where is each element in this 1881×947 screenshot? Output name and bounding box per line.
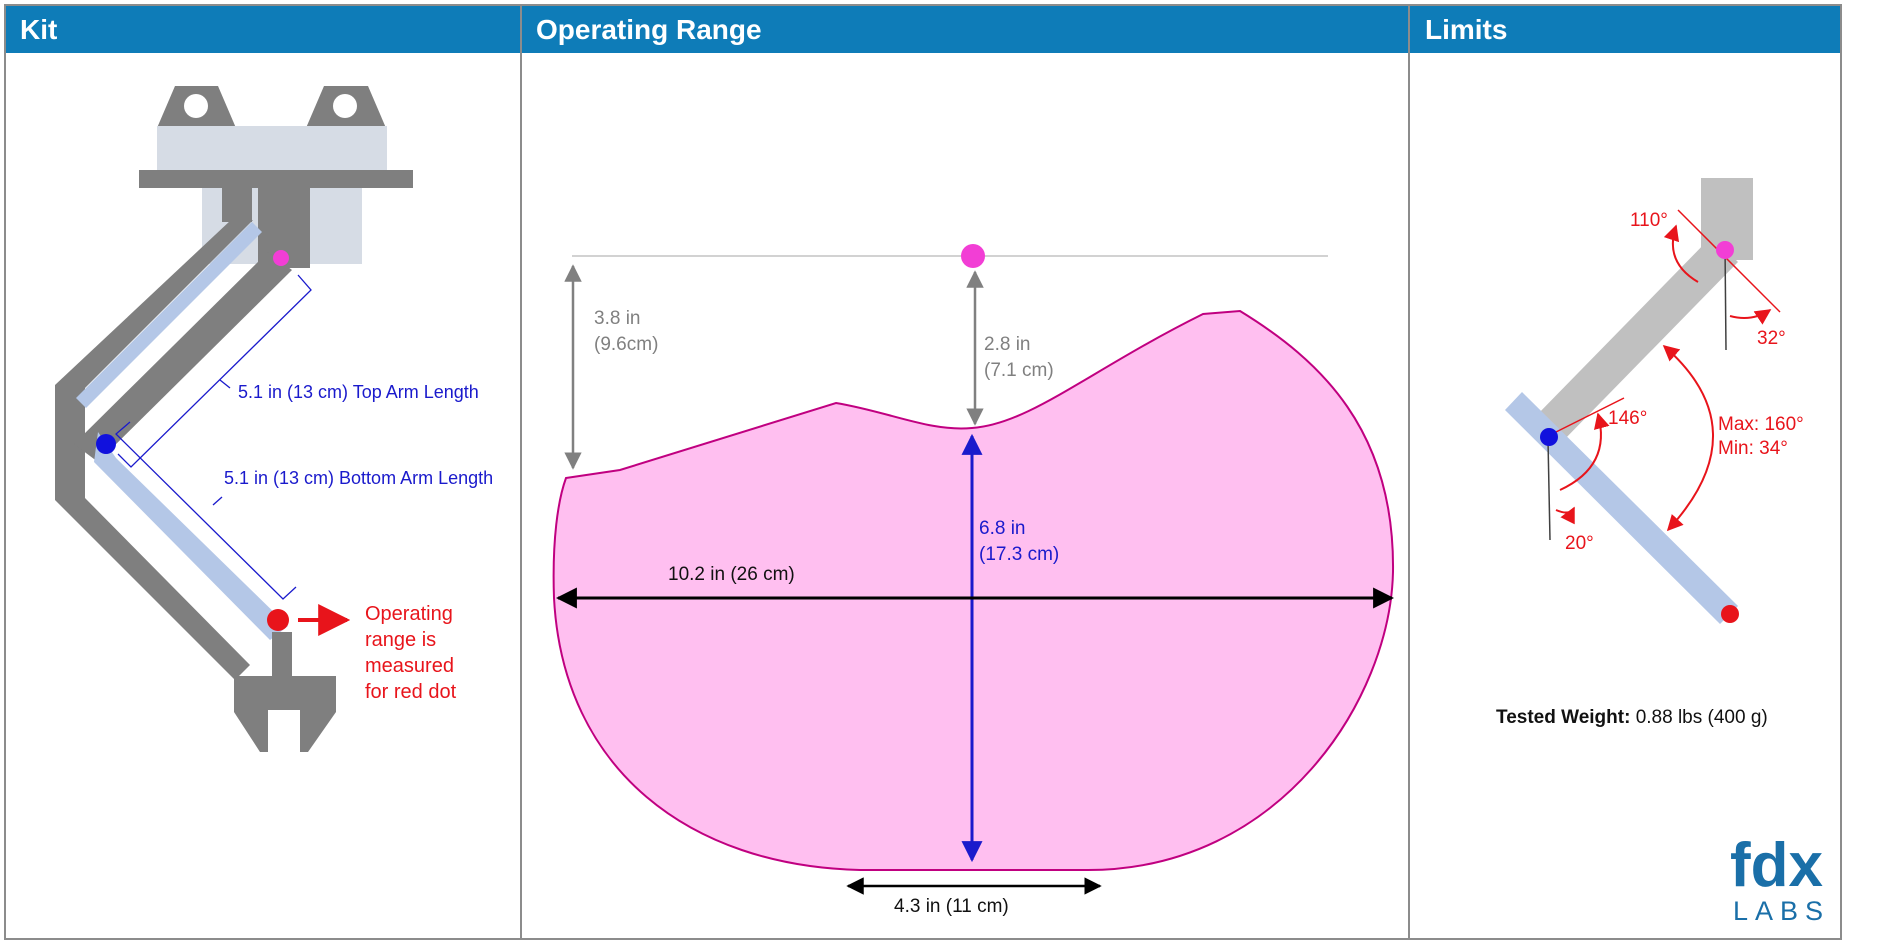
limits-top-arm — [1534, 236, 1738, 444]
tested-weight-label: Tested Weight: — [1496, 707, 1630, 728]
note-line-1: Operating — [365, 603, 453, 625]
left-height-line-2: (9.6cm) — [594, 334, 658, 355]
top-gap-line-2: (7.1 cm) — [984, 360, 1054, 381]
angle-20-label: 20° — [1565, 533, 1594, 554]
logo-labs: LABS — [1733, 896, 1830, 926]
limits-pink-dot — [1716, 241, 1734, 259]
mount-hole-left — [184, 94, 208, 118]
ref-vertical-bottom — [1547, 439, 1551, 541]
note-line-3: measured — [365, 655, 454, 677]
limits-blue-dot — [1540, 428, 1558, 446]
bottom-arm-bracket-tick — [212, 496, 223, 506]
max-angle-label: Max: 160° — [1718, 414, 1804, 435]
range-pink-dot — [961, 244, 985, 268]
angle-146-label: 146° — [1608, 408, 1647, 429]
arc-32 — [1729, 309, 1772, 325]
arc-146 — [1559, 412, 1610, 491]
arc-110 — [1663, 224, 1699, 283]
kit-red-dot — [267, 609, 289, 631]
bottom-arm-bracket — [115, 421, 297, 600]
limits-diagram: 110° 32° 146° 20° Max: 160° Min: 34° Tes… — [1496, 178, 1830, 926]
top-arm-gray — [74, 252, 292, 462]
shaft-left — [222, 186, 252, 222]
kit-pink-dot — [273, 250, 289, 266]
header-operating-range: Operating Range — [536, 14, 762, 45]
bottom-arm-label: 5.1 in (13 cm) Bottom Arm Length — [224, 468, 493, 488]
ref-vertical-top — [1724, 245, 1727, 351]
tested-weight: Tested Weight: 0.88 lbs (400 g) — [1496, 707, 1768, 728]
limits-red-dot — [1721, 605, 1739, 623]
top-link-light — [76, 222, 262, 408]
limits-bottom-arm — [1505, 392, 1738, 624]
header-bar — [5, 5, 1841, 53]
bottom-width-label: 4.3 in (11 cm) — [894, 896, 1009, 917]
note-line-4: for red dot — [365, 681, 457, 703]
arc-max-min — [1662, 344, 1714, 532]
width-label: 10.2 in (26 cm) — [668, 564, 795, 585]
mount-hole-right — [333, 94, 357, 118]
min-angle-label: Min: 34° — [1718, 438, 1788, 459]
top-arm-bracket-tick — [219, 379, 231, 389]
left-height-line-1: 3.8 in — [594, 308, 640, 329]
range-diagram: 3.8 in (9.6cm) 2.8 in (7.1 cm) 6.8 in (1… — [552, 244, 1395, 917]
top-arm-label: 5.1 in (13 cm) Top Arm Length — [238, 382, 479, 402]
kit-blue-dot — [96, 434, 116, 454]
panel-frame — [4, 4, 1842, 940]
height-line-1: 6.8 in — [979, 518, 1025, 539]
mount-plate — [139, 170, 413, 188]
angle-110-label: 110° — [1630, 210, 1668, 231]
ref-red-110 — [1677, 209, 1781, 313]
logo-fdx: fdx — [1730, 831, 1824, 900]
arc-20 — [1555, 506, 1575, 525]
fdx-labs-logo: fdx LABS — [1730, 831, 1830, 926]
header-limits: Limits — [1425, 14, 1507, 45]
ref-red-146 — [1547, 397, 1625, 437]
tested-weight-value: 0.88 lbs (400 g) — [1630, 707, 1767, 728]
outer-linkage — [55, 220, 253, 680]
kit-diagram: 5.1 in (13 cm) Top Arm Length 5.1 in (13… — [55, 86, 493, 752]
gripper — [234, 632, 336, 752]
top-arm-bracket — [117, 274, 312, 468]
note-line-2: range is — [365, 629, 436, 651]
height-line-2: (17.3 cm) — [979, 544, 1059, 565]
servo-body-top — [157, 126, 387, 172]
header-kit: Kit — [20, 14, 57, 45]
angle-32-label: 32° — [1757, 328, 1786, 349]
bottom-arm-light — [94, 432, 288, 640]
top-gap-line-1: 2.8 in — [984, 334, 1030, 355]
